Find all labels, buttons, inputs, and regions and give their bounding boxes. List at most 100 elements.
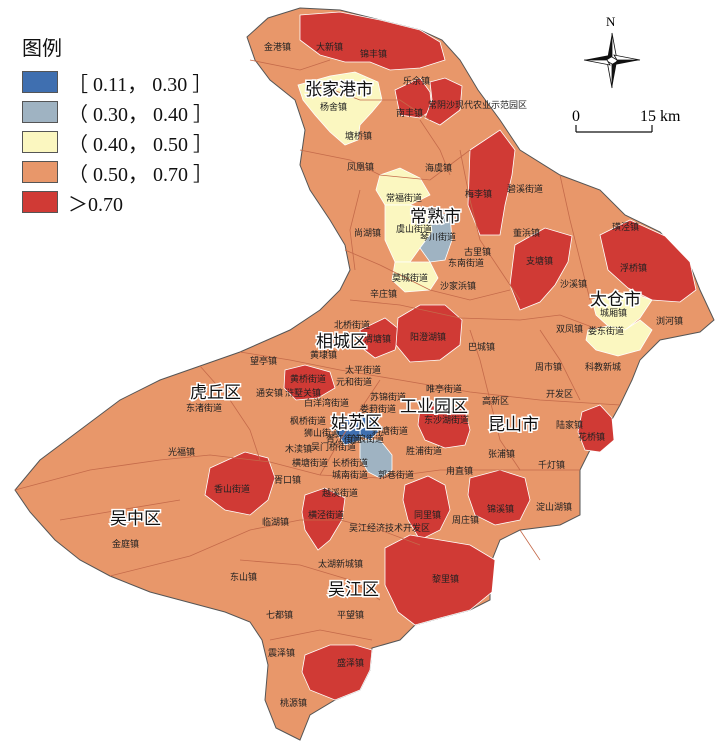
town-label: 苏锦街道 (370, 391, 406, 403)
town-area-cys (424, 77, 463, 126)
legend-item: （ 0.50， 0.70 ］ (22, 157, 213, 187)
town-area-ldj (585, 319, 653, 357)
town-label: 乐余镇 (403, 75, 430, 87)
town-label: 太湖新城镇 (318, 558, 363, 570)
town-label: 千灯镇 (538, 459, 565, 471)
district-label: 昆山市 (488, 415, 539, 435)
town-label: 浮桥镇 (620, 262, 647, 274)
town-label: 七都镇 (266, 609, 293, 621)
district-label: 吴中区 (110, 509, 161, 529)
town-label: 海虞镇 (425, 162, 452, 174)
scale-end-label: 15 km (640, 108, 681, 125)
town-patches (204, 11, 697, 701)
town-area-cfj (375, 167, 431, 206)
town-area-mlz (467, 129, 516, 236)
town-label: 浏河镇 (656, 315, 683, 327)
town-label: 梅李镇 (465, 188, 492, 200)
town-label: 东山镇 (230, 571, 257, 583)
town-label: 陆家镇 (556, 419, 583, 431)
town-area-szz (301, 644, 373, 701)
town-label: 巴城镇 (468, 341, 495, 353)
district-labels: 张家港市 常熟市 太仓市 相城区 虎丘区 工业园区 姑苏区 昆山市 吴中区 吴江… (109, 79, 643, 602)
town-label: 杨舍镇 (320, 101, 347, 113)
town-label: 横塘街道 (292, 457, 328, 469)
town-label: 开发区 (546, 388, 573, 400)
town-label: 辛庄镇 (370, 288, 397, 300)
town-area-mcj (391, 261, 439, 293)
town-label: 高新区 (482, 395, 509, 407)
legend-label: （ 0.50， 0.70 ］ (68, 163, 213, 186)
north-label: N (606, 14, 616, 29)
town-label: 吴门桥街道 (311, 441, 356, 453)
town-label: 斜塘街道 (372, 425, 408, 437)
town-label: 光福镇 (168, 446, 195, 458)
town-label: 黄桥街道 (290, 373, 326, 385)
town-label: 琴川街道 (420, 231, 456, 243)
legend-item: ＞0.70 (22, 187, 213, 217)
town-label: 常阴沙现代农业示范园区 (428, 99, 527, 111)
legend-swatch (22, 191, 58, 213)
town-label: 太平街道 (345, 364, 381, 376)
town-area-tlz (402, 475, 451, 541)
town-label: 璜泾镇 (612, 221, 639, 233)
town-label: 沙家浜镇 (440, 280, 476, 292)
town-area-qcj (419, 211, 453, 263)
town-label: 常福街道 (386, 192, 422, 204)
town-label: 黄埭镇 (310, 349, 337, 361)
district-label: 常熟市 (410, 206, 461, 227)
town-labels: 金港镇 大新镇 锦丰镇 乐余镇 杨舍镇 南丰镇 常阴沙现代农业示范园区 塘桥镇 … (112, 41, 683, 709)
town-label: 胥江街道 (326, 433, 362, 445)
district-label: 虎丘区 (190, 383, 241, 403)
town-area-hjj (301, 487, 346, 551)
town-label: 唯亭街道 (426, 383, 462, 395)
town-label: 震泽镇 (268, 647, 295, 659)
legend-label: （ 0.40， 0.50 ］ (68, 133, 213, 156)
town-label: 元和街道 (336, 376, 372, 388)
legend-swatch (22, 131, 58, 153)
town-label: 望亭镇 (250, 355, 277, 367)
town-label: 碧溪街道 (507, 183, 543, 195)
town-label: 吴江经济技术开发区 (349, 522, 430, 534)
town-label: 通安镇 (256, 387, 283, 399)
town-area-dshj (417, 403, 471, 449)
legend-swatch (22, 101, 58, 123)
town-label: 大新镇 (316, 41, 343, 53)
town-label: 胜浦街道 (406, 445, 442, 457)
town-label: 古里镇 (464, 246, 491, 258)
town-label: 南丰镇 (396, 107, 423, 119)
district-label: 太仓市 (590, 290, 641, 310)
town-label: 横泾街道 (308, 509, 344, 521)
town-area-ycz (395, 304, 463, 363)
town-area-llz (384, 534, 496, 626)
town-label: 浒墅关镇 (285, 387, 321, 399)
district-label: 工业园区 (400, 397, 468, 417)
town-area-cxz (591, 291, 653, 331)
town-label: 桃源镇 (280, 697, 307, 709)
town-label: 周市镇 (535, 361, 562, 373)
town-label: 胥口镇 (274, 474, 301, 486)
town-label: 花桥镇 (578, 431, 605, 443)
town-label: 淀山湖镇 (536, 501, 572, 513)
legend-label: ［ 0.11， 0.30 ］ (68, 73, 213, 96)
town-label: 张浦镇 (488, 448, 515, 460)
town-label: 东渚街道 (186, 402, 222, 414)
legend-item: （ 0.40， 0.50 ］ (22, 127, 213, 157)
town-label: 城厢镇 (600, 307, 627, 319)
district-label: 张家港市 (305, 80, 373, 100)
town-label: 临湖镇 (262, 516, 289, 528)
legend-swatch (22, 71, 58, 93)
town-area-dxz (299, 11, 446, 71)
town-area-cnj (359, 439, 393, 479)
district-label: 相城区 (316, 332, 367, 352)
town-label: 金庭镇 (112, 538, 139, 550)
town-area-ztz (509, 227, 573, 311)
town-area-fqz (599, 219, 697, 303)
town-label: 城南街道 (332, 469, 368, 481)
legend-item: （ 0.30， 0.40 ］ (22, 97, 213, 127)
town-label: 沧浪街道 (348, 433, 384, 445)
town-label: 虞山街道 (396, 223, 432, 235)
scale-start-label: 0 (572, 108, 580, 125)
town-label: 双凤镇 (556, 323, 583, 335)
town-label: 东南街道 (448, 257, 484, 269)
